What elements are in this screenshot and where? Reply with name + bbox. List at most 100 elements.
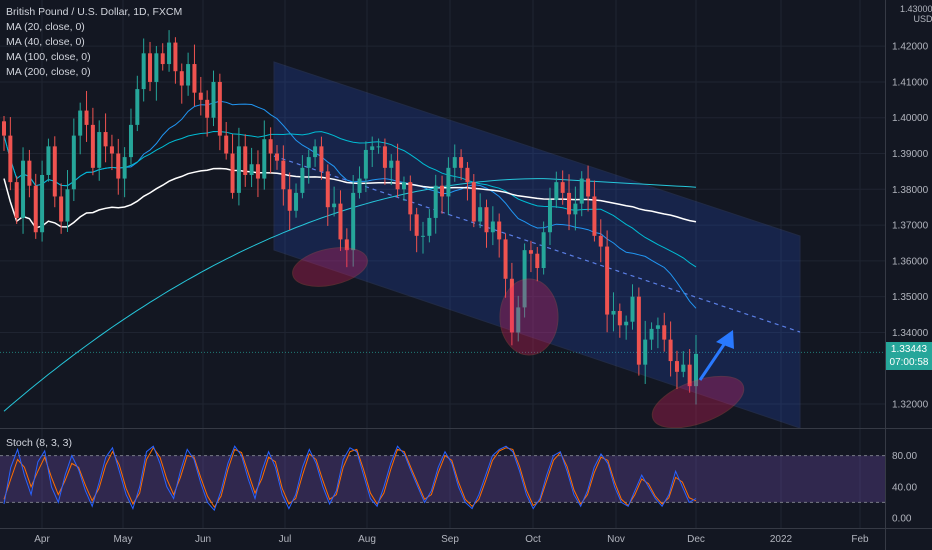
candle-body: [65, 189, 70, 222]
axis-top-label: 1.43000: [900, 4, 932, 14]
x-tick-label: Oct: [525, 534, 541, 545]
y-tick-label: 1.40000: [892, 113, 929, 124]
candle-body: [408, 182, 413, 215]
candle-body: [503, 239, 508, 279]
stoch-title: Stoch (8, 3, 3): [6, 437, 72, 449]
candle-body: [357, 178, 362, 193]
candle-body: [224, 135, 229, 154]
candle-body: [655, 325, 660, 329]
candle-body: [389, 160, 394, 168]
candle-body: [401, 182, 406, 190]
chart-legend: British Pound / U.S. Dollar, 1D, FXCM MA…: [6, 5, 182, 80]
candle-body: [624, 321, 629, 326]
candle-body: [287, 189, 292, 211]
candle-body: [97, 132, 102, 168]
candle-body: [554, 182, 559, 201]
candle-body: [21, 160, 26, 218]
candle-body: [59, 196, 64, 222]
candle-body: [649, 328, 654, 340]
x-tick-label: May: [114, 534, 133, 545]
candle-body: [528, 250, 533, 254]
candle-body: [452, 157, 457, 168]
support-circle: [651, 375, 745, 429]
y-tick-label: 1.36000: [892, 256, 929, 267]
stoch-k-line: [3, 445, 697, 512]
candle-body: [674, 361, 679, 372]
candle-body: [541, 232, 546, 269]
candle-body: [592, 196, 597, 236]
candle-body: [643, 339, 648, 365]
candle-body: [636, 296, 641, 365]
bullish-arrow-shaft: [698, 342, 727, 381]
stoch-zone: [0, 455, 885, 503]
x-tick-label: Nov: [607, 534, 625, 545]
candle-body: [395, 160, 400, 190]
ma-200-label: MA (200, close, 0): [6, 66, 91, 78]
candle-body: [478, 207, 483, 222]
chart-title: British Pound / U.S. Dollar, 1D, FXCM: [6, 6, 183, 18]
candle-body: [217, 81, 222, 136]
countdown: 07:00:58: [889, 357, 929, 368]
candle-body: [484, 207, 489, 233]
candle-body: [446, 167, 451, 197]
candle-body: [344, 239, 349, 251]
candle-body: [516, 307, 521, 333]
candle-body: [370, 146, 375, 150]
candle-body: [160, 53, 165, 65]
candle-body: [573, 203, 578, 215]
last-price-tag: 1.33443 07:00:58: [886, 342, 932, 370]
stoch-d-line: [3, 446, 697, 509]
support-circle: [292, 247, 368, 287]
candle-body: [497, 221, 502, 240]
y-tick-label: 1.34000: [892, 328, 929, 339]
candle-body: [509, 278, 514, 333]
candle-body: [490, 221, 495, 233]
stoch-band: [0, 455, 885, 503]
candle-body: [128, 124, 133, 158]
candle-body: [154, 53, 159, 82]
candles: [2, 30, 698, 405]
candle-body: [84, 110, 89, 125]
candle-body: [351, 192, 356, 251]
support-circle: [499, 278, 559, 356]
x-tick-label: Jul: [279, 534, 292, 545]
candle-body: [230, 153, 235, 193]
candle-body: [274, 153, 279, 161]
last-price: 1.33443: [890, 344, 928, 355]
bullish-arrow-head: [716, 330, 734, 349]
x-tick-label: Feb: [851, 534, 869, 545]
candle-body: [90, 124, 95, 168]
candle-body: [605, 246, 610, 315]
candle-body: [598, 235, 603, 247]
candle-body: [281, 160, 286, 190]
x-tick-label: Jun: [195, 534, 211, 545]
candle-body: [179, 71, 184, 86]
stoch-tick-label: 80.00: [892, 451, 917, 462]
candle-body: [167, 42, 172, 65]
candle-body: [617, 310, 622, 326]
candle-body: [40, 174, 45, 233]
candle-body: [522, 250, 527, 308]
candle-body: [579, 178, 584, 204]
stoch-tick-label: 40.00: [892, 482, 917, 493]
candle-body: [103, 132, 108, 147]
y-tick-label: 1.38000: [892, 185, 929, 196]
candle-body: [205, 99, 210, 118]
candle-body: [687, 364, 692, 387]
candle-body: [440, 185, 445, 197]
y-tick-label: 1.42000: [892, 42, 929, 53]
candle-body: [662, 325, 667, 340]
stoch-tick-label: 0.00: [892, 514, 912, 525]
candle-body: [459, 157, 464, 168]
candle-body: [268, 139, 273, 154]
y-tick-label: 1.39000: [892, 149, 929, 160]
candle-body: [325, 171, 330, 208]
candle-body: [27, 160, 32, 186]
candle-body: [294, 192, 299, 211]
candle-body: [186, 64, 191, 86]
ma-20-label: MA (20, close, 0): [6, 21, 85, 33]
grid: [0, 0, 885, 528]
candle-body: [78, 110, 83, 136]
